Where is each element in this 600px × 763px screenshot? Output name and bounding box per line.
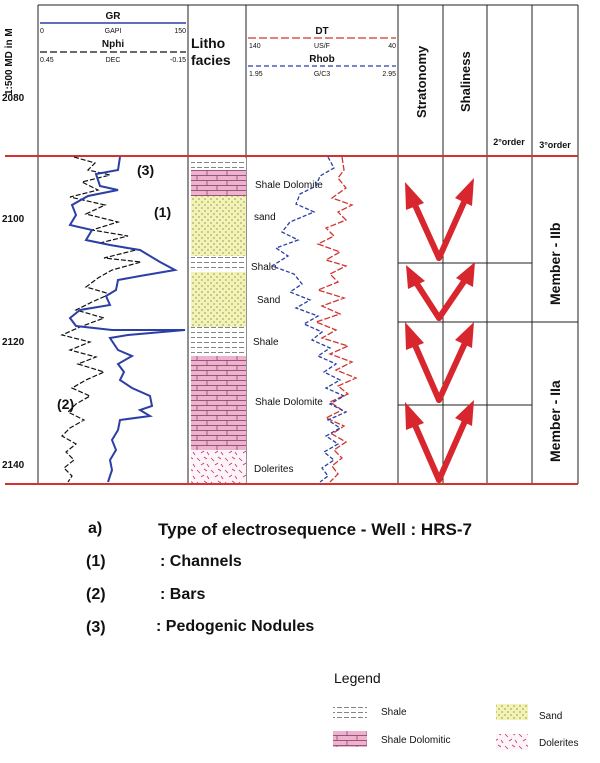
litho-shale-1	[191, 256, 246, 272]
shaliness-header: Shaliness	[458, 51, 473, 112]
depth-label-2140: 2140	[2, 460, 25, 471]
rhob-max: 2.95	[382, 71, 396, 78]
stratonomy-header: Stratonomy	[414, 45, 429, 118]
litho-sand-2	[191, 272, 246, 327]
dt-curve	[314, 156, 358, 483]
rhob-curve-name: Rhob	[309, 54, 335, 65]
rhob-curve	[270, 156, 348, 483]
legend-swatch-shale	[333, 705, 367, 721]
caption-a-label: a)	[88, 520, 103, 537]
facies-labels: Shale Dolomite sand Shale Sand Shale Sha…	[251, 180, 323, 475]
caption-item-number: (1)	[86, 553, 106, 570]
caption-item-text: : Channels	[160, 553, 242, 570]
facies-label: Shale	[253, 337, 279, 348]
legend-label-sand: Sand	[539, 711, 562, 722]
second-order-header: 2°order	[493, 137, 525, 147]
dt-max: 40	[388, 43, 396, 50]
litho-column	[191, 158, 246, 483]
depth-label-2120: 2120	[2, 337, 25, 348]
litho-shale-dolomite-2	[191, 356, 246, 450]
litho-dolerites	[191, 450, 246, 483]
litho-shale-2	[191, 327, 246, 356]
caption-title: Type of electrosequence - Well : HRS-7	[158, 520, 472, 539]
caption-item-text: : Bars	[160, 586, 206, 603]
litho-shale-dolomite-1	[191, 170, 246, 196]
facies-label: Shale Dolomite	[255, 180, 323, 191]
arrow-heads	[405, 178, 475, 430]
arrow-head	[405, 402, 424, 430]
legend-label-dolerites: Dolerites	[539, 738, 578, 749]
nphi-min: 0.45	[40, 57, 54, 64]
arrow-head	[456, 262, 475, 287]
facies-label: Sand	[257, 295, 280, 306]
arrow-head	[455, 322, 474, 348]
track-borders	[37, 4, 579, 484]
facies-label: Dolerites	[254, 464, 293, 475]
arrow-head	[405, 322, 424, 350]
legend-label-shale-dolomitic: Shale Dolomitic	[381, 735, 450, 746]
dt-curve-name: DT	[315, 26, 328, 37]
annotation-3: (3)	[137, 162, 154, 178]
facies-label: sand	[254, 212, 276, 223]
annotation-2: (2)	[57, 396, 74, 412]
legend-title: Legend	[334, 670, 381, 686]
nphi-unit: DEC	[106, 57, 121, 64]
gr-max: 150	[174, 28, 186, 35]
litho-sand-1	[191, 196, 246, 256]
arrow-head	[405, 182, 424, 210]
arrow-head	[455, 400, 474, 426]
gr-curve-name: GR	[106, 11, 122, 22]
legend-swatch-sand	[496, 704, 528, 720]
facies-label: Shale	[251, 262, 277, 273]
arrow-head	[455, 178, 474, 206]
legend-swatch-shale-dolomitic	[333, 731, 367, 747]
annotation-1: (1)	[154, 204, 171, 220]
depth-scale-label: 1:500 MD in M	[4, 28, 15, 95]
litho-facies-title: Litho facies	[191, 35, 231, 68]
caption-item-number: (3)	[86, 619, 106, 636]
nphi-curve	[60, 156, 142, 483]
gr-unit: GAPI	[105, 28, 122, 35]
depth-label-2100: 2100	[2, 214, 25, 225]
legend-swatch-dolerites	[496, 734, 528, 750]
gr-min: 0	[40, 28, 44, 35]
legend-label-shale: Shale	[381, 707, 407, 718]
arrow-head	[406, 265, 425, 289]
rhob-unit: G/C3	[314, 71, 330, 78]
member-iia-label: Member - IIa	[547, 380, 563, 462]
rhob-min: 1.95	[249, 71, 263, 78]
litho-shale-top	[191, 158, 246, 170]
third-order-header: 3°order	[539, 140, 571, 150]
nphi-max: -0.15	[170, 57, 186, 64]
member-iib-label: Member - IIb	[547, 223, 563, 305]
caption-item-number: (2)	[86, 586, 106, 603]
nphi-curve-name: Nphi	[102, 39, 124, 50]
dt-unit: US/F	[314, 43, 330, 50]
caption-item-text: : Pedogenic Nodules	[156, 618, 315, 635]
gr-curve	[68, 156, 186, 483]
sequence-arrows	[412, 197, 468, 483]
facies-label: Shale Dolomite	[255, 397, 323, 408]
depth-label-2080: 2080	[2, 93, 25, 104]
dt-min: 140	[249, 43, 261, 50]
